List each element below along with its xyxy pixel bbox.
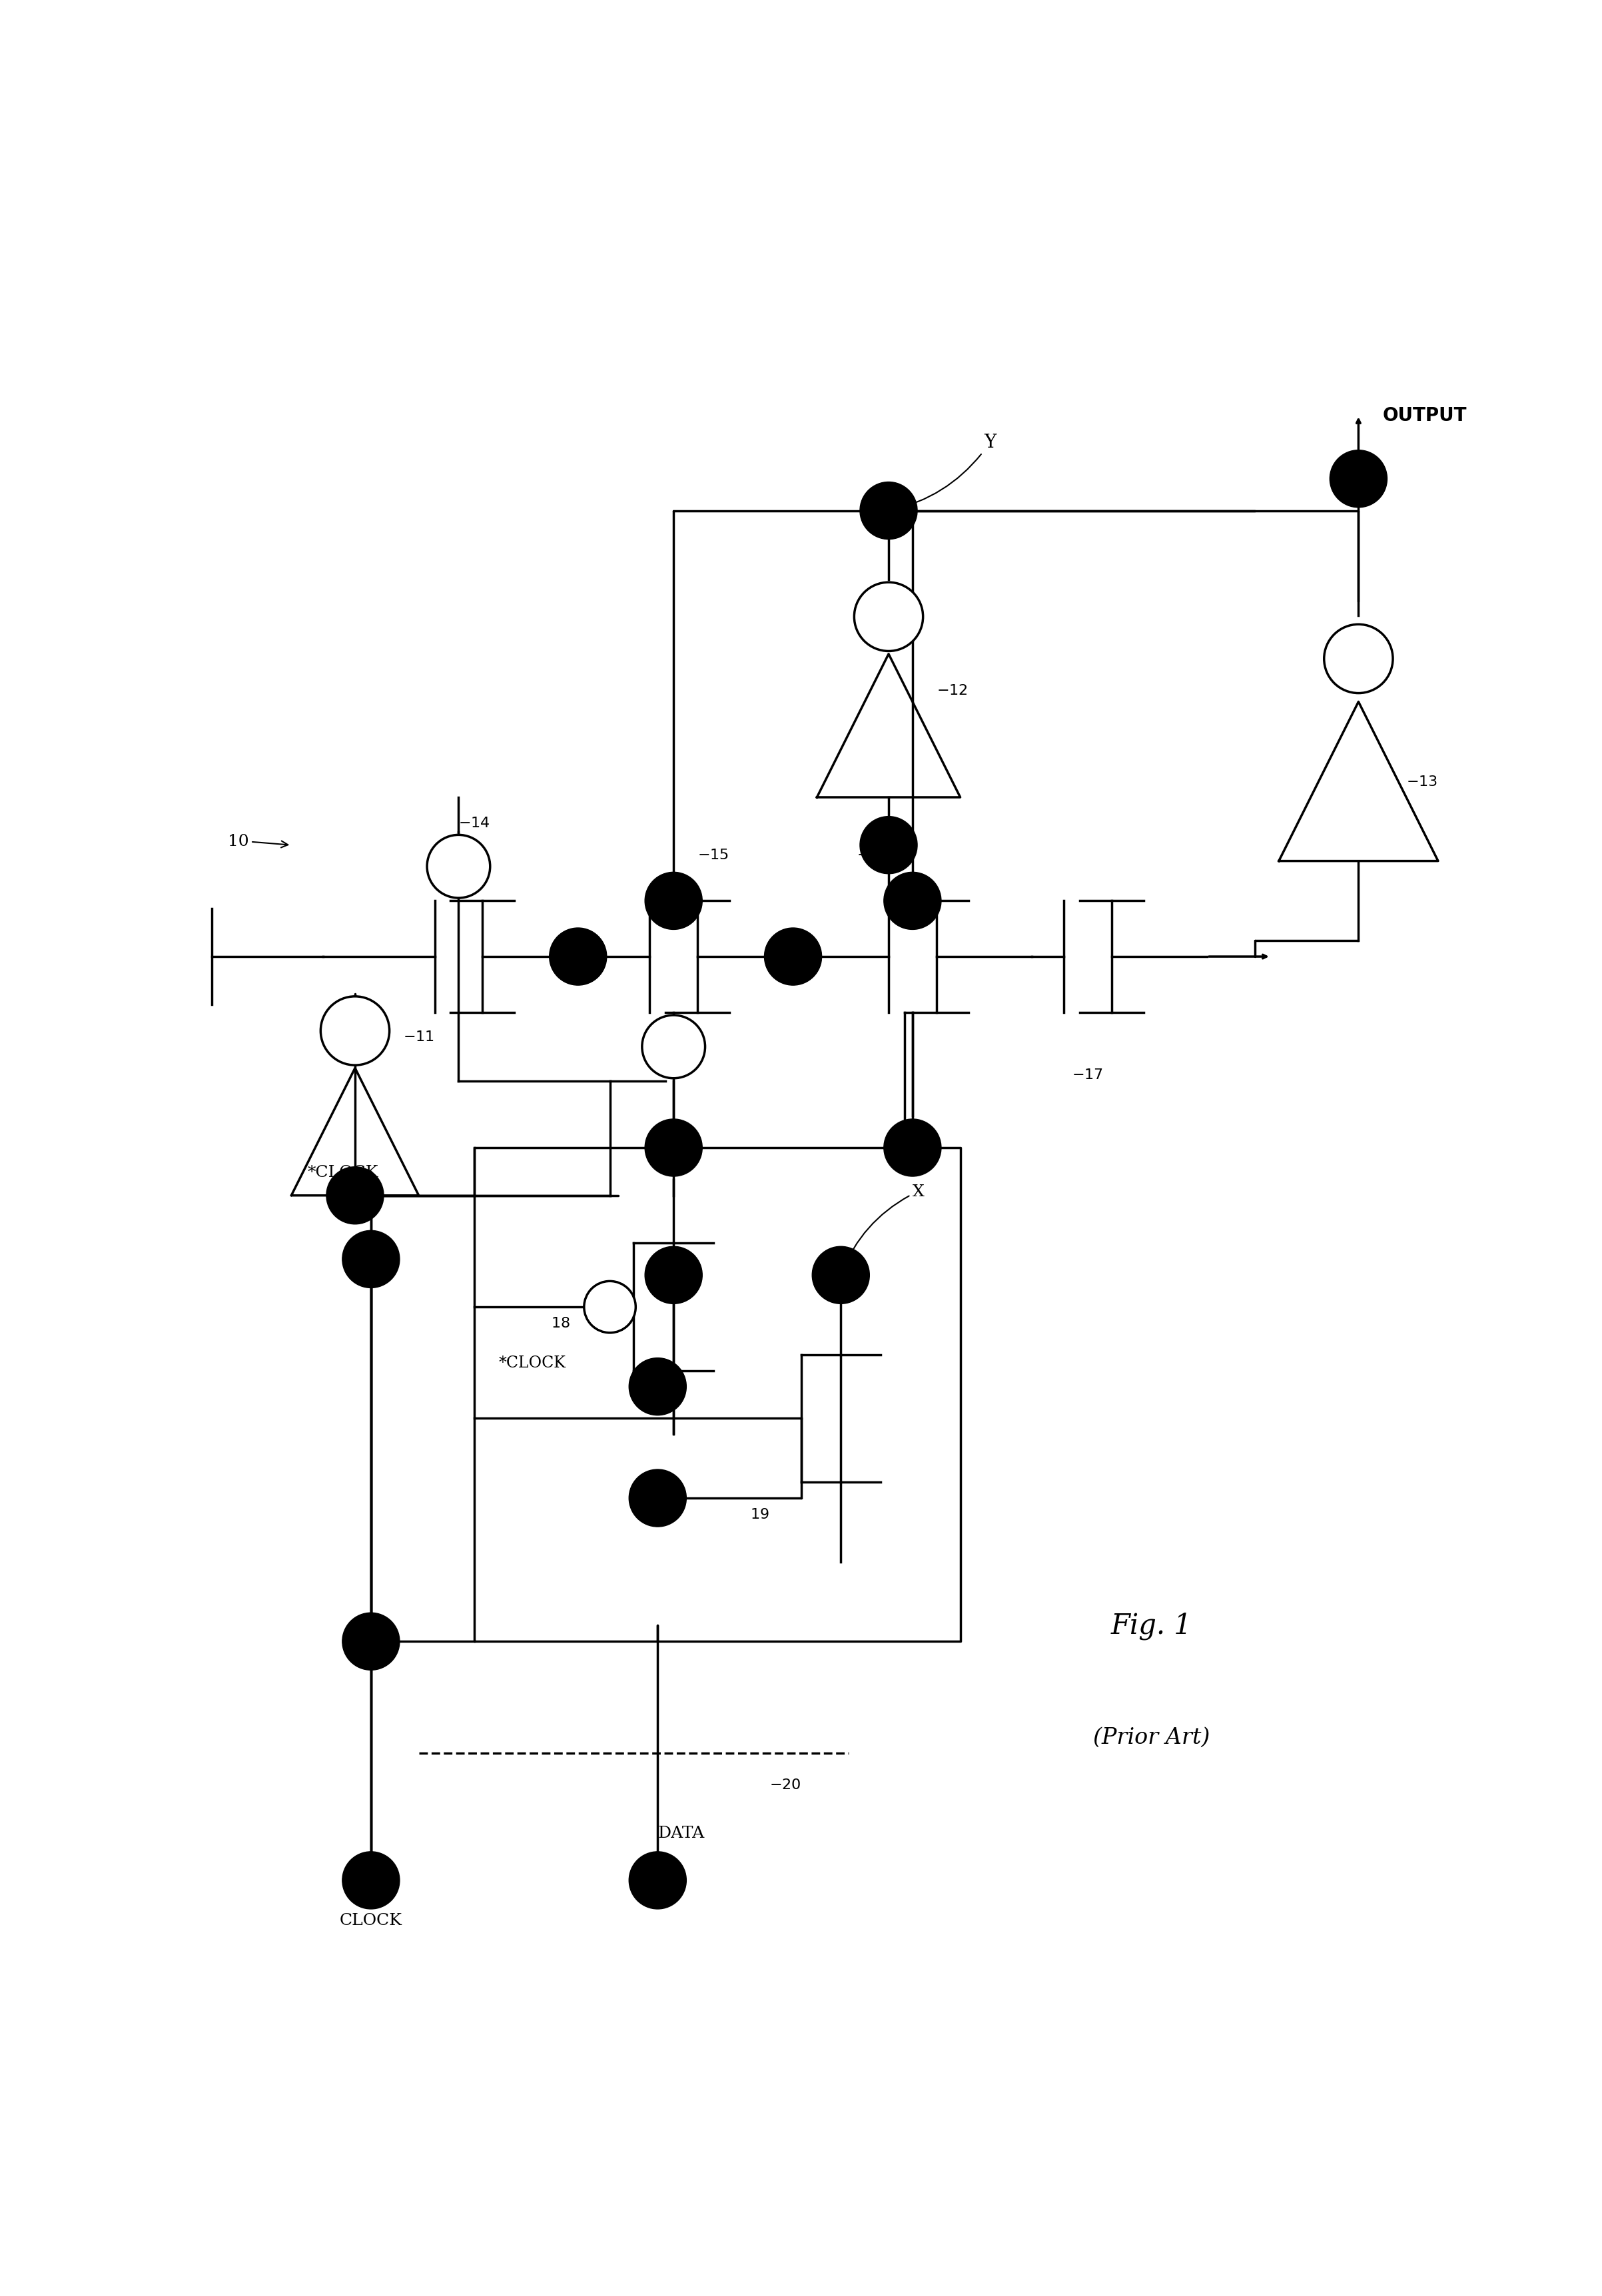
Text: Y: Y: [892, 434, 996, 512]
Circle shape: [854, 583, 923, 652]
Circle shape: [343, 1853, 399, 1908]
Text: (Prior Art): (Prior Art): [1093, 1727, 1210, 1747]
Text: $\mathsf{18}$: $\mathsf{18}$: [551, 1316, 570, 1329]
Text: OUTPUT: OUTPUT: [1383, 406, 1466, 425]
Circle shape: [646, 1120, 702, 1176]
Text: $\mathsf{-12}$: $\mathsf{-12}$: [937, 684, 968, 698]
Text: $\mathsf{-16}$: $\mathsf{-16}$: [857, 847, 889, 861]
Circle shape: [343, 1612, 399, 1669]
Text: CLOCK: CLOCK: [340, 1913, 402, 1929]
Circle shape: [1325, 625, 1392, 693]
Text: DATA: DATA: [658, 1825, 705, 1841]
Circle shape: [585, 1281, 636, 1334]
Text: $\mathsf{-13}$: $\mathsf{-13}$: [1407, 776, 1437, 788]
Circle shape: [630, 1469, 686, 1527]
Circle shape: [428, 836, 490, 898]
Text: $\mathsf{-11}$: $\mathsf{-11}$: [402, 1031, 434, 1042]
Text: $\mathsf{-15}$: $\mathsf{-15}$: [697, 847, 729, 861]
Circle shape: [327, 1166, 384, 1224]
Text: X: X: [841, 1185, 924, 1272]
Circle shape: [860, 482, 918, 540]
Circle shape: [320, 996, 389, 1065]
Text: $\mathsf{-17}$: $\mathsf{-17}$: [1072, 1068, 1104, 1081]
Circle shape: [343, 1231, 399, 1288]
Circle shape: [884, 1120, 940, 1176]
Circle shape: [549, 928, 607, 985]
Circle shape: [630, 1853, 686, 1908]
Circle shape: [812, 1247, 870, 1304]
Circle shape: [642, 1015, 705, 1079]
Circle shape: [646, 872, 702, 930]
Circle shape: [764, 928, 822, 985]
Text: $\mathsf{-14}$: $\mathsf{-14}$: [458, 817, 490, 829]
Text: *CLOCK: *CLOCK: [308, 1164, 378, 1180]
Circle shape: [884, 872, 940, 930]
Text: $\mathsf{-20}$: $\mathsf{-20}$: [769, 1777, 801, 1791]
Text: *CLOCK: *CLOCK: [498, 1355, 566, 1371]
Text: 10: 10: [227, 833, 288, 850]
Circle shape: [646, 1247, 702, 1304]
Circle shape: [630, 1359, 686, 1417]
Circle shape: [1330, 450, 1387, 507]
Text: $\mathsf{19}$: $\mathsf{19}$: [750, 1508, 769, 1520]
Circle shape: [860, 817, 918, 875]
Text: Fig. 1: Fig. 1: [1110, 1612, 1192, 1639]
